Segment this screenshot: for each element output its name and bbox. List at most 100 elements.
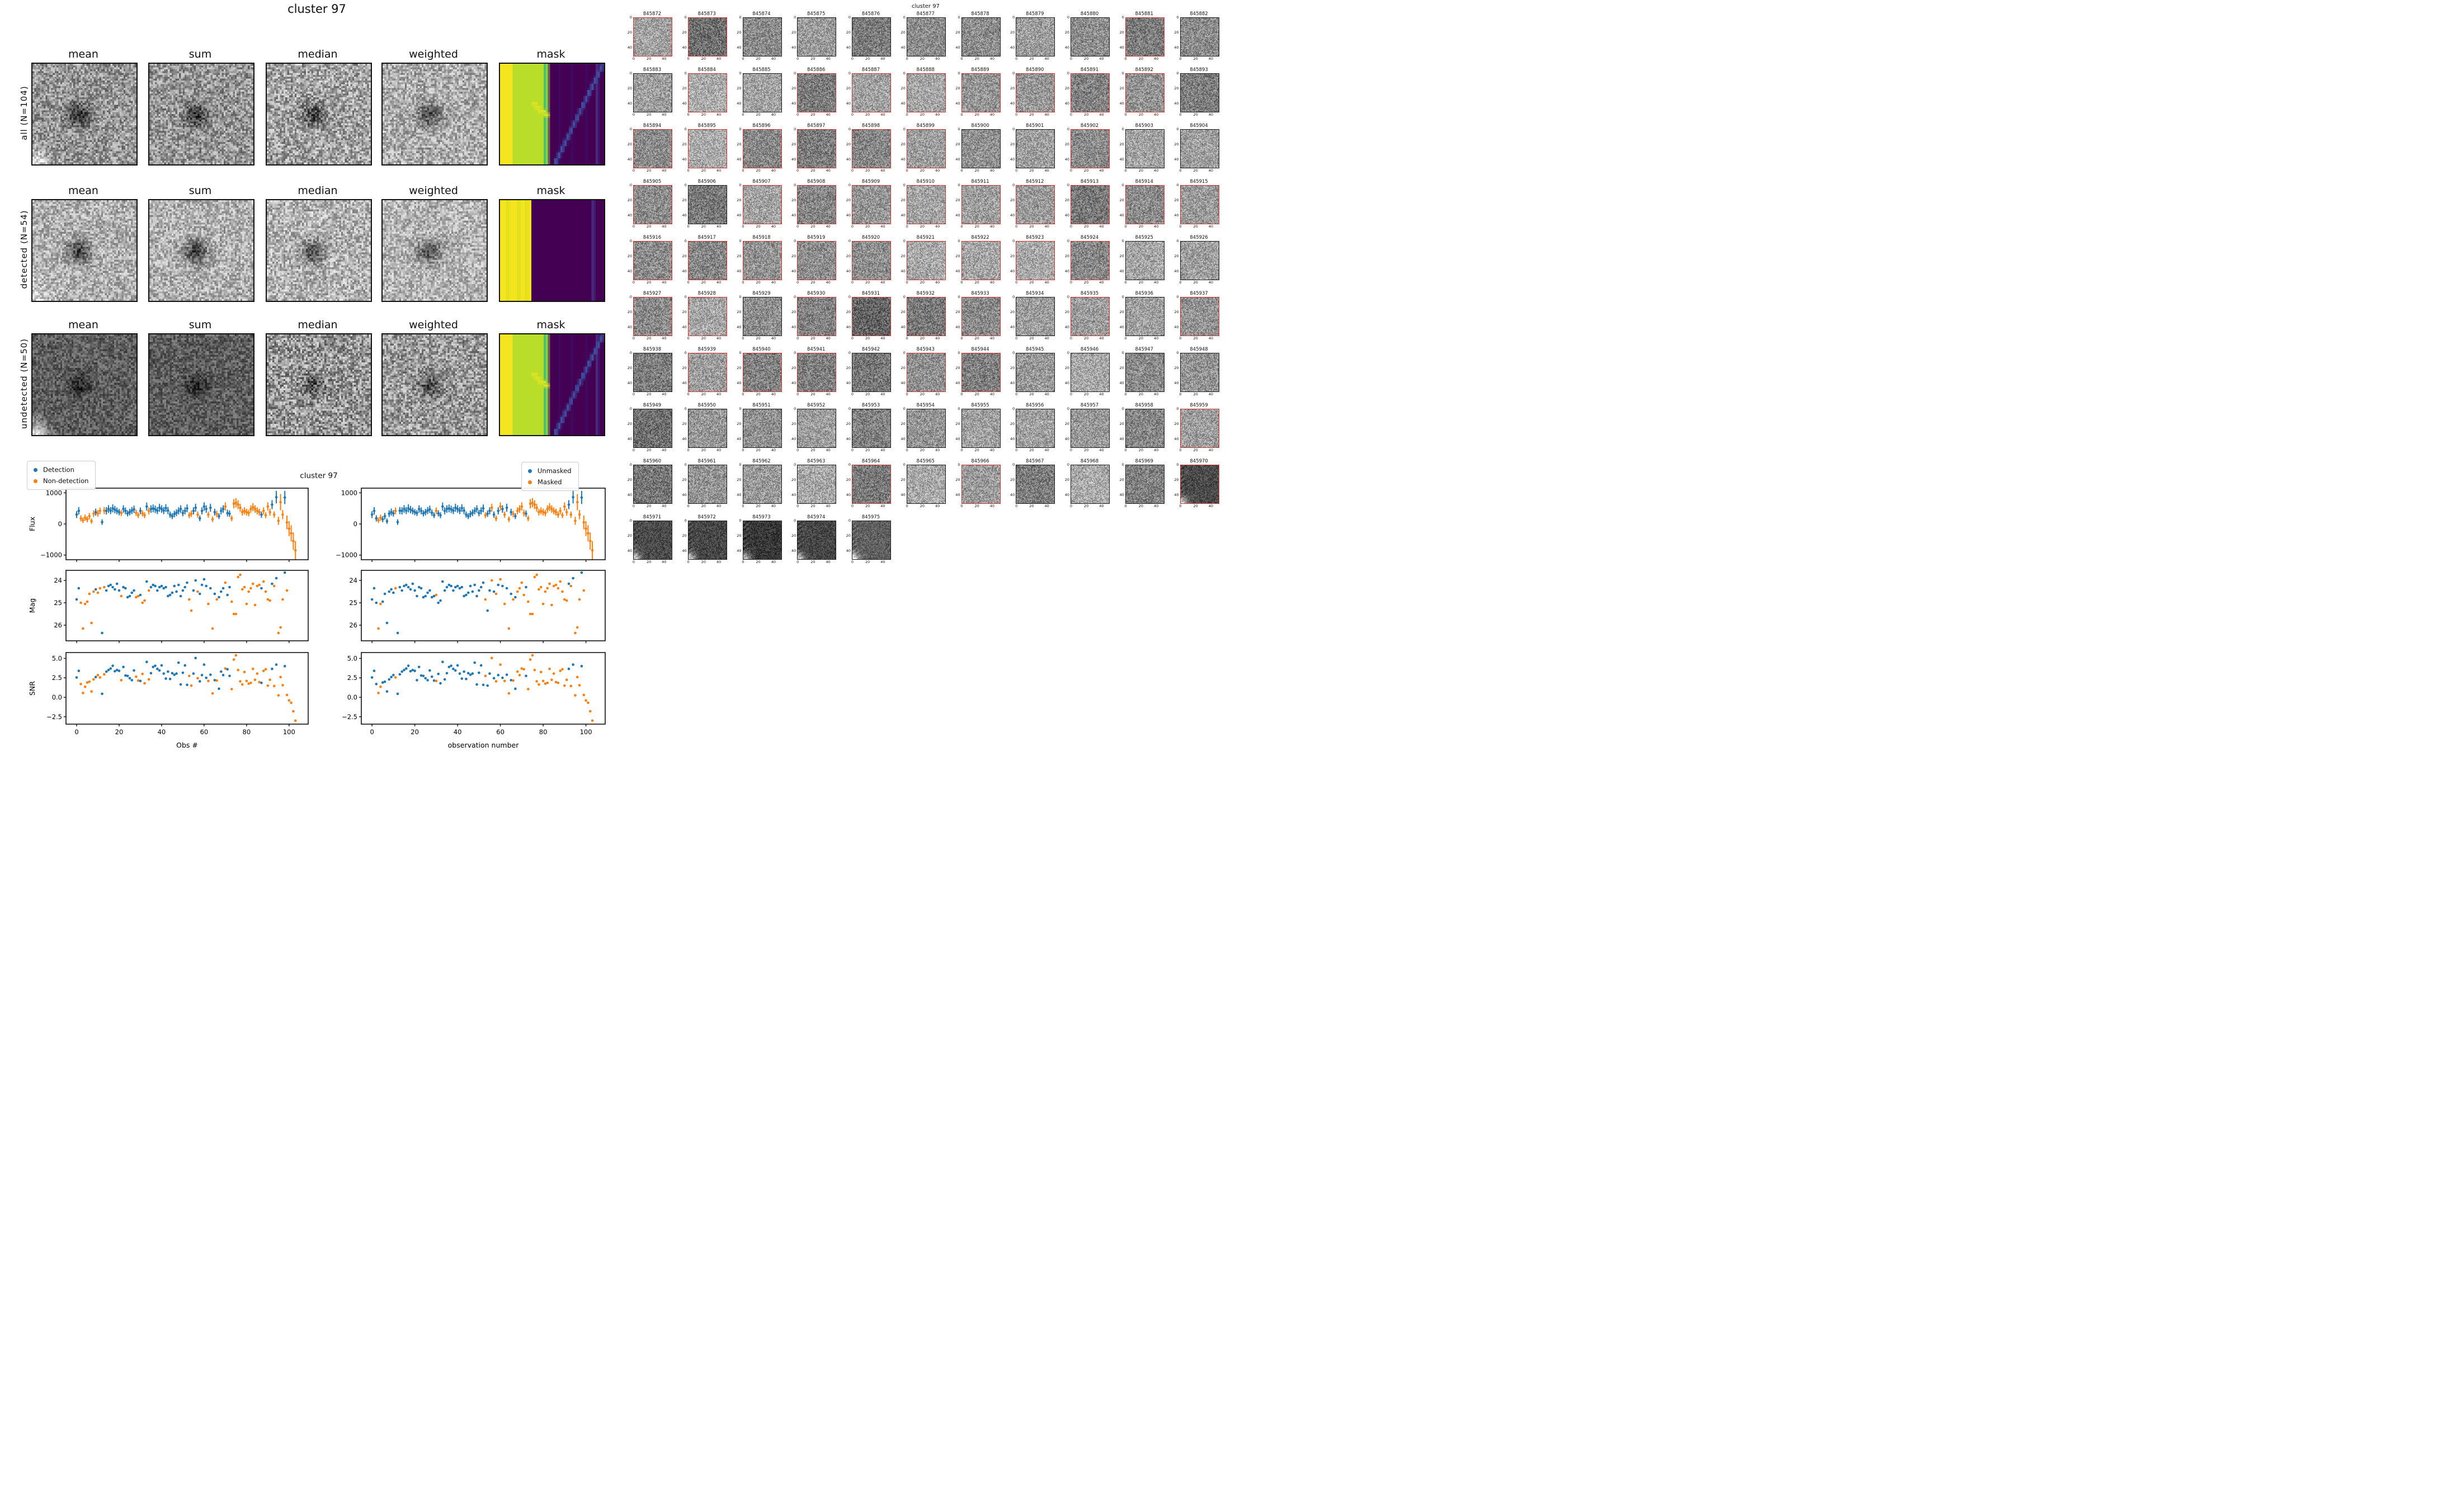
thumb-ytick-label: 40 (627, 437, 632, 442)
plots-suptitle: cluster 97 (300, 471, 338, 480)
thumb-ytick-label: 40 (901, 381, 906, 386)
thumb-ytick-label: 0 (794, 71, 796, 75)
mosaic-column-header: median (298, 48, 338, 60)
thumbnail-cell: 845926 0 0 20 20 40 40 (1174, 235, 1219, 285)
thumb-ytick-label: 0 (794, 407, 796, 411)
thumb-xtick-label: 20 (865, 112, 870, 117)
thumbnail-id: 845934 (1026, 291, 1044, 296)
thumbnail-id: 845965 (916, 459, 935, 464)
thumbnail-cell: 845910 0 0 20 20 40 40 (901, 179, 946, 229)
thumb-xtick-label: 20 (701, 224, 706, 229)
thumb-ytick-label: 40 (737, 493, 742, 498)
thumb-ytick-label: 0 (1067, 15, 1069, 20)
thumb-ytick-label: 40 (1119, 101, 1124, 106)
thumb-ytick-label: 20 (1064, 478, 1069, 483)
thumbnail-stamp-image (687, 409, 727, 448)
thumb-ytick-label: 0 (684, 462, 687, 467)
thumb-ytick-label: 0 (1012, 183, 1015, 187)
thumbnail-stamp-image (633, 17, 672, 56)
thumbnail-id: 845917 (697, 235, 716, 240)
thumb-ytick-label: 20 (955, 310, 960, 315)
thumb-ytick-label: 0 (848, 351, 851, 355)
thumb-xtick-label: 20 (974, 280, 979, 285)
blue-dot-icon (528, 469, 532, 473)
thumb-ytick-label: 0 (848, 127, 851, 131)
thumb-ytick-label: 0 (684, 183, 687, 187)
thumb-ytick-label: 20 (791, 366, 796, 371)
thumb-xtick-label: 0 (1015, 280, 1018, 285)
thumbnail-stamp-image (1016, 129, 1055, 168)
thumb-ytick-label: 40 (955, 493, 960, 498)
thumb-ytick-label: 40 (1119, 381, 1124, 386)
thumb-xtick-label: 40 (880, 392, 885, 396)
thumb-ytick-label: 20 (901, 30, 906, 35)
thumb-ytick-label: 20 (791, 422, 796, 427)
thumb-ytick-label: 0 (794, 462, 796, 467)
thumb-ytick-label: 20 (791, 254, 796, 259)
thumbnail-cell: 845965 0 0 20 20 40 40 (901, 459, 946, 508)
thumb-ytick-label: 20 (682, 142, 687, 147)
blue-dot-icon (34, 467, 37, 472)
thumb-ytick-label: 40 (737, 325, 742, 330)
thumb-xtick-label: 40 (1044, 112, 1049, 117)
thumbs-suptitle: cluster 97 (912, 3, 940, 10)
thumbnail-cell: 845908 0 0 20 20 40 40 (791, 179, 837, 229)
svg-text:0.0: 0.0 (52, 693, 62, 701)
thumb-xtick-label: 20 (701, 280, 706, 285)
thumb-xtick-label: 0 (851, 560, 854, 564)
thumb-xtick-label: 0 (1069, 56, 1073, 61)
thumb-xtick-label: 40 (771, 280, 776, 285)
thumb-ytick-label: 20 (1174, 198, 1179, 203)
thumbnail-id: 845955 (971, 403, 989, 408)
thumb-ytick-label: 20 (1010, 86, 1015, 91)
svg-text:1000: 1000 (341, 489, 357, 497)
thumb-xtick-label: 0 (742, 560, 744, 564)
thumb-xtick-label: 40 (1208, 392, 1214, 396)
thumbnail-cell: 845917 0 0 20 20 40 40 (682, 235, 727, 285)
thumbnail-cell: 845949 0 0 20 20 40 40 (628, 403, 672, 452)
thumb-xtick-label: 0 (796, 392, 799, 396)
mosaic-column-header: weighted (409, 319, 458, 331)
thumb-xtick-label: 0 (1015, 112, 1018, 117)
thumbnail-cell: 845970 0 0 20 20 40 40 (1174, 459, 1219, 508)
thumbnail-stamp-image (961, 297, 1001, 336)
thumb-xtick-label: 40 (771, 504, 776, 508)
thumbnail-stamp-image (961, 73, 1001, 112)
thumb-ytick-label: 0 (958, 295, 960, 299)
thumb-ytick-label: 20 (791, 86, 796, 91)
thumb-ytick-label: 20 (846, 142, 851, 147)
thumb-xtick-label: 40 (1154, 56, 1159, 61)
thumb-ytick-label: 0 (739, 407, 742, 411)
thumb-xtick-label: 20 (756, 280, 761, 285)
thumb-ytick-label: 20 (846, 198, 851, 203)
thumbnail-id: 845899 (916, 123, 935, 129)
thumbnail-cell: 845885 0 0 20 20 40 40 (737, 67, 782, 117)
thumbnail-id: 845903 (1135, 123, 1153, 129)
thumb-xtick-label: 0 (960, 224, 963, 229)
svg-text:5.0: 5.0 (52, 654, 62, 662)
thumbnail-stamp-image (906, 465, 946, 504)
thumb-ytick-label: 20 (1010, 478, 1015, 483)
thumbnail-stamp-image (852, 129, 891, 168)
thumbnail-stamp-image (687, 465, 727, 504)
thumbnail-cell: 845939 0 0 20 20 40 40 (682, 347, 727, 396)
thumbnail-cell: 845878 0 0 20 20 40 40 (955, 11, 1001, 61)
thumbnail-cell: 845883 0 0 20 20 40 40 (628, 67, 672, 117)
thumb-ytick-label: 0 (629, 239, 632, 243)
thumb-ytick-label: 40 (1010, 325, 1015, 330)
thumb-xtick-label: 20 (756, 336, 761, 341)
thumb-xtick-label: 0 (1124, 224, 1127, 229)
thumbnail-cell: 845893 0 0 20 20 40 40 (1174, 67, 1219, 117)
thumbnail-id: 845921 (916, 235, 935, 240)
thumb-ytick-label: 40 (1119, 325, 1124, 330)
thumb-ytick-label: 20 (627, 142, 632, 147)
thumb-ytick-label: 0 (1012, 462, 1015, 467)
thumb-xtick-label: 0 (851, 112, 854, 117)
thumb-ytick-label: 0 (629, 183, 632, 187)
thumb-ytick-label: 40 (627, 269, 632, 274)
thumbnail-cell: 845901 0 0 20 20 40 40 (1010, 123, 1055, 173)
thumb-xtick-label: 40 (716, 392, 722, 396)
thumbnail-id: 845911 (971, 179, 989, 185)
thumb-xtick-label: 20 (1029, 56, 1034, 61)
thumb-xtick-label: 20 (920, 224, 925, 229)
